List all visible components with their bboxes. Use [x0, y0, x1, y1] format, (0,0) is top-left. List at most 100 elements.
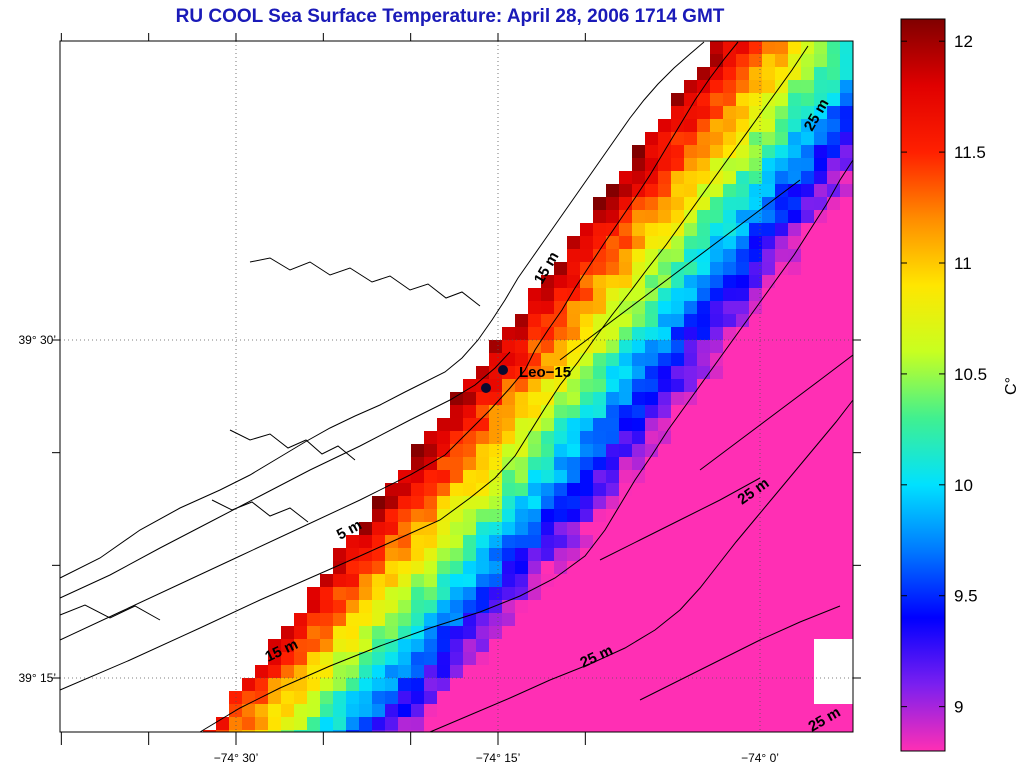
sst-cell [840, 106, 853, 119]
sst-cell [437, 639, 450, 652]
sst-cell [541, 392, 554, 405]
sst-cell [684, 665, 697, 678]
sst-cell [567, 600, 580, 613]
sst-cell [580, 678, 593, 691]
sst-cell [619, 717, 632, 730]
sst-cell [489, 509, 502, 522]
sst-cell [645, 171, 658, 184]
sst-cell [606, 392, 619, 405]
sst-cell [619, 314, 632, 327]
sst-cell [333, 717, 346, 730]
sst-cell [606, 561, 619, 574]
sst-cell [684, 145, 697, 158]
sst-cell [684, 119, 697, 132]
sst-cell [658, 327, 671, 340]
sst-cell [814, 132, 827, 145]
sst-cell [502, 691, 515, 704]
sst-cell [723, 275, 736, 288]
sst-cell [528, 288, 541, 301]
sst-cell [684, 691, 697, 704]
sst-cell [619, 288, 632, 301]
sst-cell [333, 665, 346, 678]
sst-cell [307, 730, 320, 732]
sst-cell [632, 678, 645, 691]
sst-cell [541, 327, 554, 340]
sst-cell [645, 613, 658, 626]
sst-cell [320, 574, 333, 587]
sst-cell [372, 652, 385, 665]
sst-cell [723, 522, 736, 535]
sst-cell [424, 704, 437, 717]
sst-cell [723, 418, 736, 431]
sst-cell [567, 353, 580, 366]
sst-cell [658, 314, 671, 327]
sst-cell [710, 652, 723, 665]
sst-cell [762, 119, 775, 132]
sst-cell [541, 704, 554, 717]
sst-cell [333, 587, 346, 600]
sst-cell [814, 67, 827, 80]
sst-cell [632, 587, 645, 600]
sst-cell [632, 236, 645, 249]
sst-cell [567, 587, 580, 600]
sst-cell [463, 535, 476, 548]
sst-cell [385, 626, 398, 639]
sst-cell [528, 301, 541, 314]
sst-cell [814, 613, 827, 626]
sst-cell [424, 613, 437, 626]
sst-cell [619, 522, 632, 535]
sst-cell [762, 639, 775, 652]
sst-cell [697, 236, 710, 249]
sst-cell [697, 405, 710, 418]
sst-cell [827, 106, 840, 119]
sst-cell [476, 444, 489, 457]
sst-cell [593, 665, 606, 678]
sst-cell [697, 574, 710, 587]
sst-cell [840, 301, 853, 314]
sst-cell [762, 171, 775, 184]
sst-cell [450, 691, 463, 704]
sst-cell [723, 561, 736, 574]
sst-cell [450, 574, 463, 587]
sst-cell [840, 314, 853, 327]
sst-cell [593, 704, 606, 717]
sst-cell [840, 587, 853, 600]
sst-cell [801, 158, 814, 171]
sst-cell [840, 483, 853, 496]
sst-cell [476, 522, 489, 535]
sst-cell [775, 132, 788, 145]
sst-cell [723, 184, 736, 197]
sst-cell [671, 236, 684, 249]
sst-cell [736, 639, 749, 652]
sst-cell [840, 158, 853, 171]
sst-cell [619, 704, 632, 717]
sst-cell [697, 275, 710, 288]
sst-cell [710, 600, 723, 613]
sst-cell [710, 678, 723, 691]
sst-cell [827, 704, 840, 717]
sst-cell [749, 184, 762, 197]
sst-cell [736, 574, 749, 587]
sst-cell [567, 431, 580, 444]
sst-cell [671, 119, 684, 132]
sst-cell [593, 431, 606, 444]
sst-cell [736, 171, 749, 184]
sst-cell [450, 600, 463, 613]
sst-cell [658, 249, 671, 262]
sst-cell [528, 691, 541, 704]
sst-cell [242, 730, 255, 732]
sst-cell [398, 548, 411, 561]
sst-cell [840, 509, 853, 522]
sst-cell [749, 145, 762, 158]
sst-cell [814, 587, 827, 600]
sst-cell [411, 483, 424, 496]
sst-cell [736, 145, 749, 158]
sst-cell [619, 535, 632, 548]
sst-cell [502, 652, 515, 665]
sst-cell [567, 678, 580, 691]
sst-cell [632, 548, 645, 561]
sst-cell [658, 262, 671, 275]
sst-cell [788, 158, 801, 171]
